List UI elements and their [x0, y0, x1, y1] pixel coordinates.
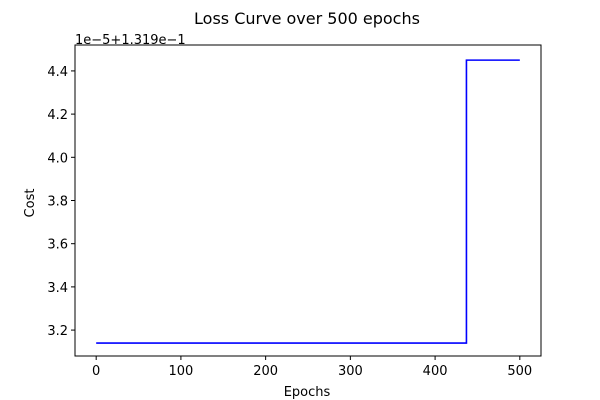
- plot-lines: [96, 59, 520, 344]
- x-axis-ticks: 0 100 200 300 400 500: [92, 356, 532, 379]
- x-tick-label: 200: [253, 364, 278, 379]
- y-tick-label: 3.4: [47, 281, 68, 296]
- y-tick-label: 4.2: [47, 108, 68, 123]
- plot-frame: [74, 44, 542, 357]
- y-tick-label: 3.2: [47, 324, 68, 339]
- y-tick-label: 3.8: [47, 195, 68, 210]
- x-tick-label: 0: [92, 364, 100, 379]
- y-tick-label: 3.6: [47, 238, 68, 253]
- y-tick-label: 4.4: [47, 65, 68, 80]
- y-tick-label: 4.0: [47, 151, 68, 166]
- chart-title: Loss Curve over 500 epochs: [194, 9, 420, 28]
- x-tick-label: 500: [507, 364, 532, 379]
- x-tick-label: 100: [168, 364, 193, 379]
- y-axis-label: Cost: [23, 189, 38, 218]
- loss-series-line: [96, 59, 520, 344]
- x-tick-label: 300: [338, 364, 363, 379]
- y-offset-label: 1e−5+1.319e−1: [75, 33, 186, 48]
- x-axis-label: Epochs: [284, 385, 331, 400]
- y-axis-ticks: 3.2 3.4 3.6 3.8 4.0 4.2 4.4: [47, 65, 75, 339]
- x-tick-label: 400: [423, 364, 448, 379]
